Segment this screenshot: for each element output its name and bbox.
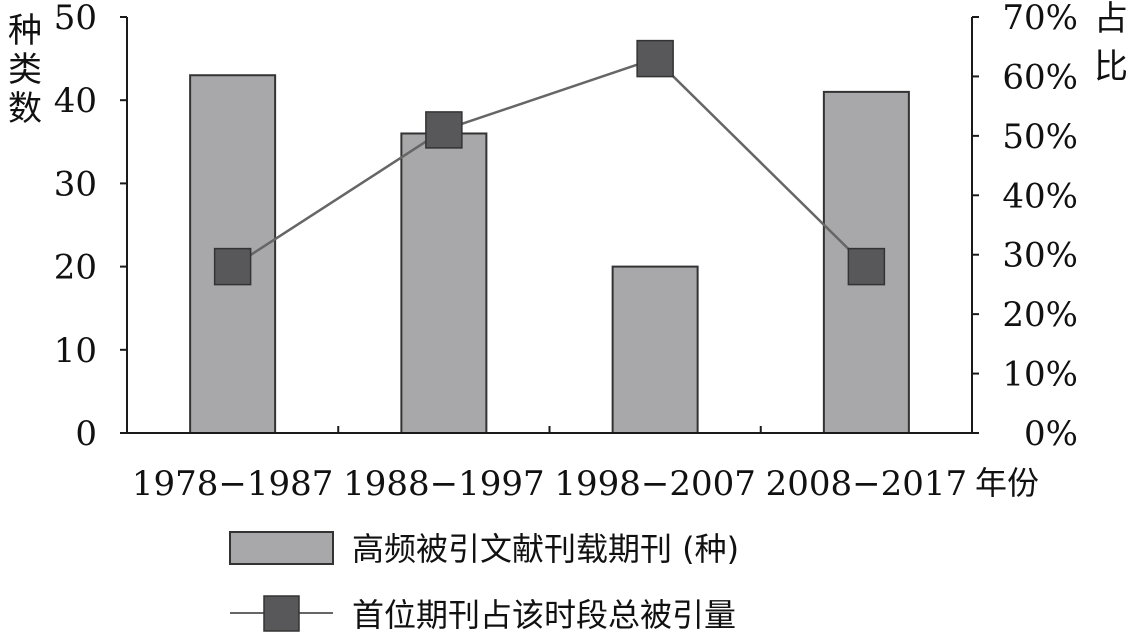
line-point-1 bbox=[425, 111, 463, 149]
right-tick-label-5: 50% bbox=[1002, 117, 1078, 157]
legend-line-label: 首位期刊占该时段总被引量 bbox=[352, 596, 736, 634]
line-layer bbox=[213, 39, 886, 286]
left-tick-label-0: 0 bbox=[75, 414, 97, 454]
right-tick-label-6: 60% bbox=[1002, 57, 1078, 97]
left-tick-label-1: 10 bbox=[54, 331, 97, 371]
series-line bbox=[231, 57, 868, 268]
bars-layer bbox=[189, 74, 910, 435]
left-tick-label-2: 20 bbox=[54, 248, 97, 288]
line-point-3 bbox=[847, 247, 886, 286]
left-tick-label-3: 30 bbox=[54, 164, 97, 204]
line-point-2 bbox=[636, 39, 674, 78]
right-tick-label-2: 20% bbox=[1002, 295, 1078, 335]
right-tick-label-4: 40% bbox=[1002, 176, 1078, 216]
x-ticks: 1978−1987 1988−1997 1998−2007 2008−2017 bbox=[132, 426, 967, 504]
legend-bar-label: 高频被引文献刊载期刊 (种) bbox=[352, 530, 739, 568]
right-axis-label: 占比 bbox=[1094, 0, 1128, 87]
left-ticks: 0 10 20 30 40 50 bbox=[54, 0, 127, 454]
x-tick-label-1: 1988−1997 bbox=[343, 464, 545, 504]
left-axis-label: 种类数 bbox=[8, 11, 42, 129]
x-tick-label-3: 2008−2017 bbox=[766, 464, 968, 504]
right-tick-label-7: 70% bbox=[1002, 0, 1078, 38]
x-axis-label: 年份 bbox=[975, 464, 1039, 502]
legend: 高频被引文献刊载期刊 (种) 首位期刊占该时段总被引量 bbox=[229, 530, 739, 634]
bar-2 bbox=[611, 265, 699, 434]
line-point-0 bbox=[213, 247, 252, 286]
right-tick-label-3: 30% bbox=[1002, 236, 1078, 276]
right-tick-label-0: 0% bbox=[1024, 414, 1078, 454]
left-tick-label-4: 40 bbox=[54, 81, 97, 121]
left-tick-label-5: 50 bbox=[54, 0, 97, 38]
x-tick-label-0: 1978−1987 bbox=[132, 464, 334, 504]
right-ticks: 0% 10% 20% 30% 40% 50% 60% 70% bbox=[972, 0, 1078, 454]
bar-1 bbox=[400, 132, 488, 434]
legend-line-marker bbox=[263, 595, 300, 632]
x-tick-label-2: 1998−2007 bbox=[554, 464, 756, 504]
legend-bar-swatch bbox=[229, 531, 334, 565]
right-tick-label-1: 10% bbox=[1002, 355, 1078, 395]
